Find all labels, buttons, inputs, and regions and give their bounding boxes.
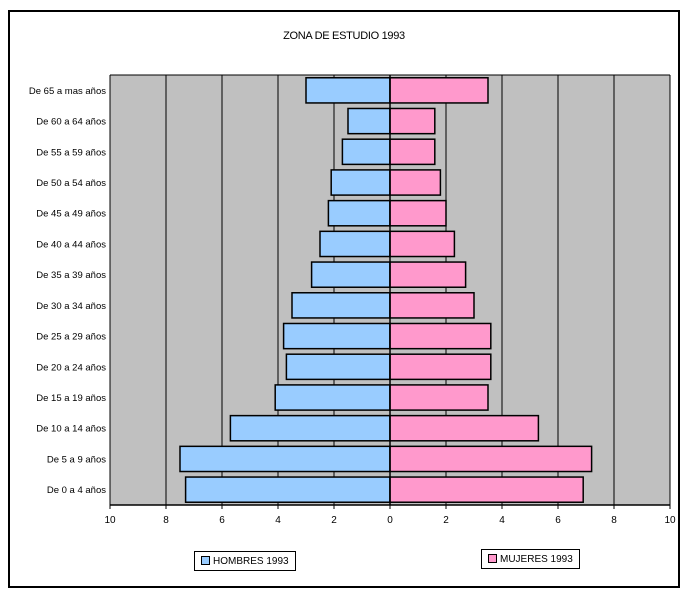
- bar-hombres-1: [179, 445, 391, 473]
- x-tick-label: 10: [664, 515, 676, 526]
- category-label: De 40 a 44 años: [36, 239, 106, 250]
- bar-hombres-8: [319, 230, 391, 258]
- legend-mujeres-label: MUJERES 1993: [500, 554, 573, 565]
- bar-hombres-9: [327, 199, 391, 227]
- bar-hombres-11: [341, 138, 391, 166]
- category-label: De 15 a 19 años: [36, 393, 106, 404]
- category-label: De 50 a 54 años: [36, 178, 106, 189]
- bar-hombres-10: [330, 169, 391, 196]
- bar-mujeres-6: [389, 292, 475, 319]
- category-label: De 20 a 24 años: [36, 362, 106, 373]
- x-tick-label: 2: [443, 515, 449, 526]
- chart-title: ZONA DE ESTUDIO 1993: [283, 30, 405, 42]
- x-tick-label: 8: [611, 515, 617, 526]
- category-label: De 35 a 39 años: [36, 270, 106, 281]
- category-label: De 45 a 49 años: [36, 209, 106, 220]
- x-tick-label: 6: [555, 515, 561, 526]
- category-label: De 30 a 34 años: [36, 301, 106, 312]
- x-tick-label: 8: [163, 515, 169, 526]
- bar-hombres-0: [184, 476, 391, 503]
- x-tick-label: 10: [104, 515, 116, 526]
- x-tick-label: 4: [275, 515, 281, 526]
- bar-hombres-7: [310, 261, 391, 288]
- bar-hombres-2: [229, 414, 391, 442]
- legend-mujeres-swatch: [488, 553, 497, 563]
- category-label: De 25 a 29 años: [36, 332, 106, 343]
- bar-mujeres-7: [389, 261, 467, 288]
- bar-hombres-12: [347, 107, 391, 135]
- category-label: De 55 a 59 años: [36, 147, 106, 158]
- legend-hombres-swatch: [201, 555, 210, 565]
- legend-hombres-label: HOMBRES 1993: [213, 556, 289, 567]
- category-label: De 65 a mas años: [29, 86, 106, 97]
- category-label: De 0 a 4 años: [47, 485, 106, 496]
- category-label: De 60 a 64 años: [36, 117, 106, 128]
- bar-mujeres-2: [389, 414, 540, 442]
- bar-mujeres-11: [389, 138, 436, 166]
- bar-mujeres-12: [389, 107, 436, 135]
- bar-hombres-13: [305, 77, 391, 104]
- bar-mujeres-0: [389, 476, 584, 503]
- category-label: De 5 a 9 años: [47, 454, 106, 465]
- x-tick-label: 0: [387, 515, 393, 526]
- legend-hombres: HOMBRES 1993: [194, 551, 296, 571]
- bar-mujeres-1: [389, 445, 593, 473]
- x-tick-label: 6: [219, 515, 225, 526]
- category-label: De 10 a 14 años: [36, 424, 106, 435]
- bar-mujeres-4: [389, 353, 492, 381]
- bar-mujeres-3: [389, 384, 489, 411]
- bar-hombres-3: [274, 384, 391, 411]
- bar-mujeres-9: [389, 199, 447, 227]
- legend-mujeres: MUJERES 1993: [481, 549, 580, 569]
- bar-mujeres-13: [389, 77, 489, 104]
- bar-mujeres-10: [389, 169, 442, 196]
- x-tick-label: 4: [499, 515, 505, 526]
- bar-mujeres-8: [389, 230, 456, 258]
- bar-hombres-6: [291, 292, 391, 319]
- bar-mujeres-5: [389, 322, 492, 350]
- bar-hombres-5: [282, 322, 391, 350]
- bar-hombres-4: [285, 353, 391, 381]
- x-tick-label: 2: [331, 515, 337, 526]
